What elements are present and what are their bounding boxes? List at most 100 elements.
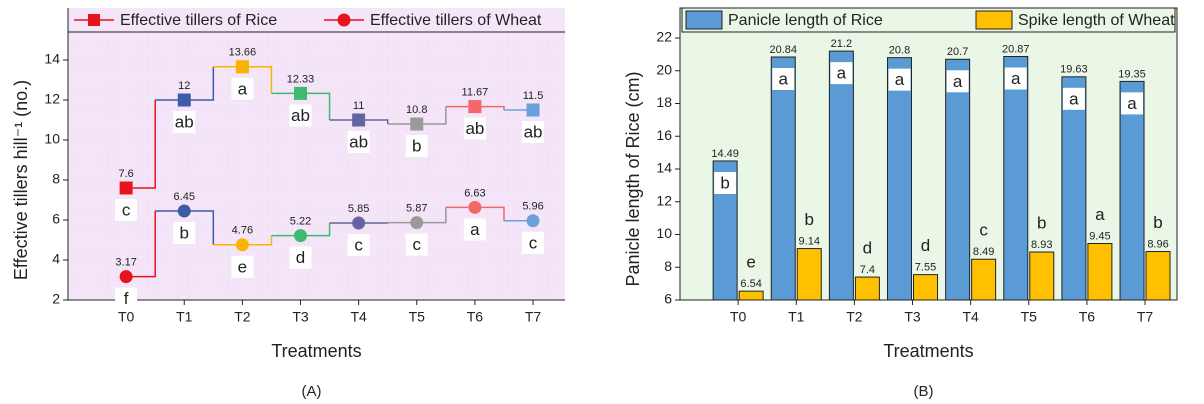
x-tick-label: T1 — [176, 309, 193, 325]
significance-letter: a — [895, 70, 905, 89]
legend-label: Panicle length of Rice — [728, 12, 883, 29]
significance-letter: a — [1069, 89, 1079, 108]
y-tick-label: 8 — [664, 258, 672, 274]
significance-letter: a — [238, 79, 248, 98]
marker — [294, 229, 308, 243]
significance-letter: d — [863, 239, 872, 258]
significance-letter: b — [805, 210, 814, 229]
x-tick-label: T4 — [962, 309, 979, 325]
plot-frame — [679, 7, 1178, 301]
x-tick-label: T6 — [1079, 309, 1096, 325]
value-label: 6.54 — [740, 278, 761, 290]
y-axis-title: Panicle length of Rice (cm) — [623, 71, 643, 286]
bar — [738, 290, 764, 301]
value-label: 5.96 — [522, 201, 543, 213]
marker — [177, 204, 191, 218]
value-label: 19.63 — [1060, 64, 1088, 76]
significance-letter: ab — [524, 122, 543, 141]
y-tick-label: 12 — [656, 192, 672, 208]
y-tick-label: 12 — [44, 91, 60, 107]
letter-box — [115, 287, 138, 310]
value-label: 5.85 — [348, 203, 369, 215]
panel-caption: (A) — [302, 383, 322, 400]
bar — [1061, 76, 1087, 301]
step-line — [184, 210, 215, 245]
x-tick-label: T7 — [525, 309, 542, 325]
significance-letter: f — [124, 289, 129, 308]
value-label: 20.87 — [1002, 43, 1030, 55]
value-label: 8.93 — [1031, 239, 1052, 251]
step-line — [300, 223, 331, 237]
x-tick-label: T0 — [730, 309, 747, 325]
marker — [410, 216, 424, 230]
bar — [770, 56, 796, 301]
bar — [1029, 251, 1055, 301]
bar — [828, 50, 854, 301]
significance-letter: b — [720, 173, 729, 192]
x-tick-label: T5 — [1021, 309, 1038, 325]
plot-background — [68, 8, 565, 300]
significance-letter: a — [1011, 69, 1021, 88]
x-tick-label: T2 — [234, 309, 251, 325]
letter-box — [714, 171, 737, 194]
value-label: 14.49 — [711, 148, 739, 160]
legend-box — [681, 7, 1176, 33]
y-tick-label: 8 — [52, 171, 60, 187]
legend-marker — [337, 13, 351, 27]
value-label: 12.33 — [287, 73, 315, 85]
bar — [1145, 251, 1171, 301]
x-tick-label: T4 — [350, 309, 367, 325]
y-tick-label: 20 — [656, 61, 672, 77]
legend-marker — [88, 14, 100, 26]
value-label: 7.55 — [915, 262, 936, 274]
letter-box — [1062, 87, 1085, 110]
value-label: 10.8 — [406, 104, 427, 116]
letter-box — [231, 77, 254, 100]
letter-box — [772, 67, 795, 90]
value-label: 11.67 — [462, 87, 489, 99]
value-label: 8.96 — [1147, 238, 1168, 250]
legend-label: Effective tillers of Rice — [120, 12, 277, 29]
x-tick-label: T3 — [904, 309, 921, 325]
significance-letter: a — [953, 72, 963, 91]
letter-box — [231, 255, 254, 278]
value-label: 13.66 — [229, 47, 257, 59]
letter-box — [463, 218, 486, 241]
bar — [1003, 56, 1029, 301]
x-tick-label: T2 — [846, 309, 863, 325]
significance-letter: ab — [349, 132, 368, 151]
significance-letter: a — [837, 64, 847, 83]
marker — [410, 117, 424, 131]
significance-letter: c — [354, 235, 363, 254]
bar — [1119, 80, 1145, 301]
legend-label: Effective tillers of Wheat — [370, 12, 542, 29]
letter-box — [405, 233, 428, 256]
marker — [352, 113, 366, 127]
y-tick-label: 6 — [664, 291, 672, 307]
bar — [854, 276, 880, 301]
y-tick-label: 16 — [656, 127, 672, 143]
letter-box — [405, 135, 428, 157]
step-line — [300, 92, 331, 120]
significance-letter: e — [746, 253, 755, 272]
significance-letter: ab — [465, 119, 484, 138]
y-tick-label: 10 — [656, 225, 672, 241]
bar — [913, 274, 939, 301]
letter-box — [347, 234, 370, 256]
step-line — [474, 206, 505, 221]
significance-letter: ab — [291, 106, 310, 125]
letter-box — [1004, 67, 1027, 90]
value-label: 6.63 — [464, 187, 485, 199]
significance-letter: b — [1037, 214, 1046, 233]
value-label: 12 — [178, 80, 190, 92]
x-tick-label: T6 — [467, 309, 484, 325]
marker — [235, 238, 249, 252]
marker — [526, 214, 540, 228]
y-tick-label: 6 — [52, 211, 60, 227]
value-label: 8.49 — [973, 246, 994, 258]
value-label: 11.5 — [523, 90, 544, 102]
step-line — [358, 119, 389, 124]
letter-box — [289, 246, 312, 269]
marker — [177, 93, 191, 107]
